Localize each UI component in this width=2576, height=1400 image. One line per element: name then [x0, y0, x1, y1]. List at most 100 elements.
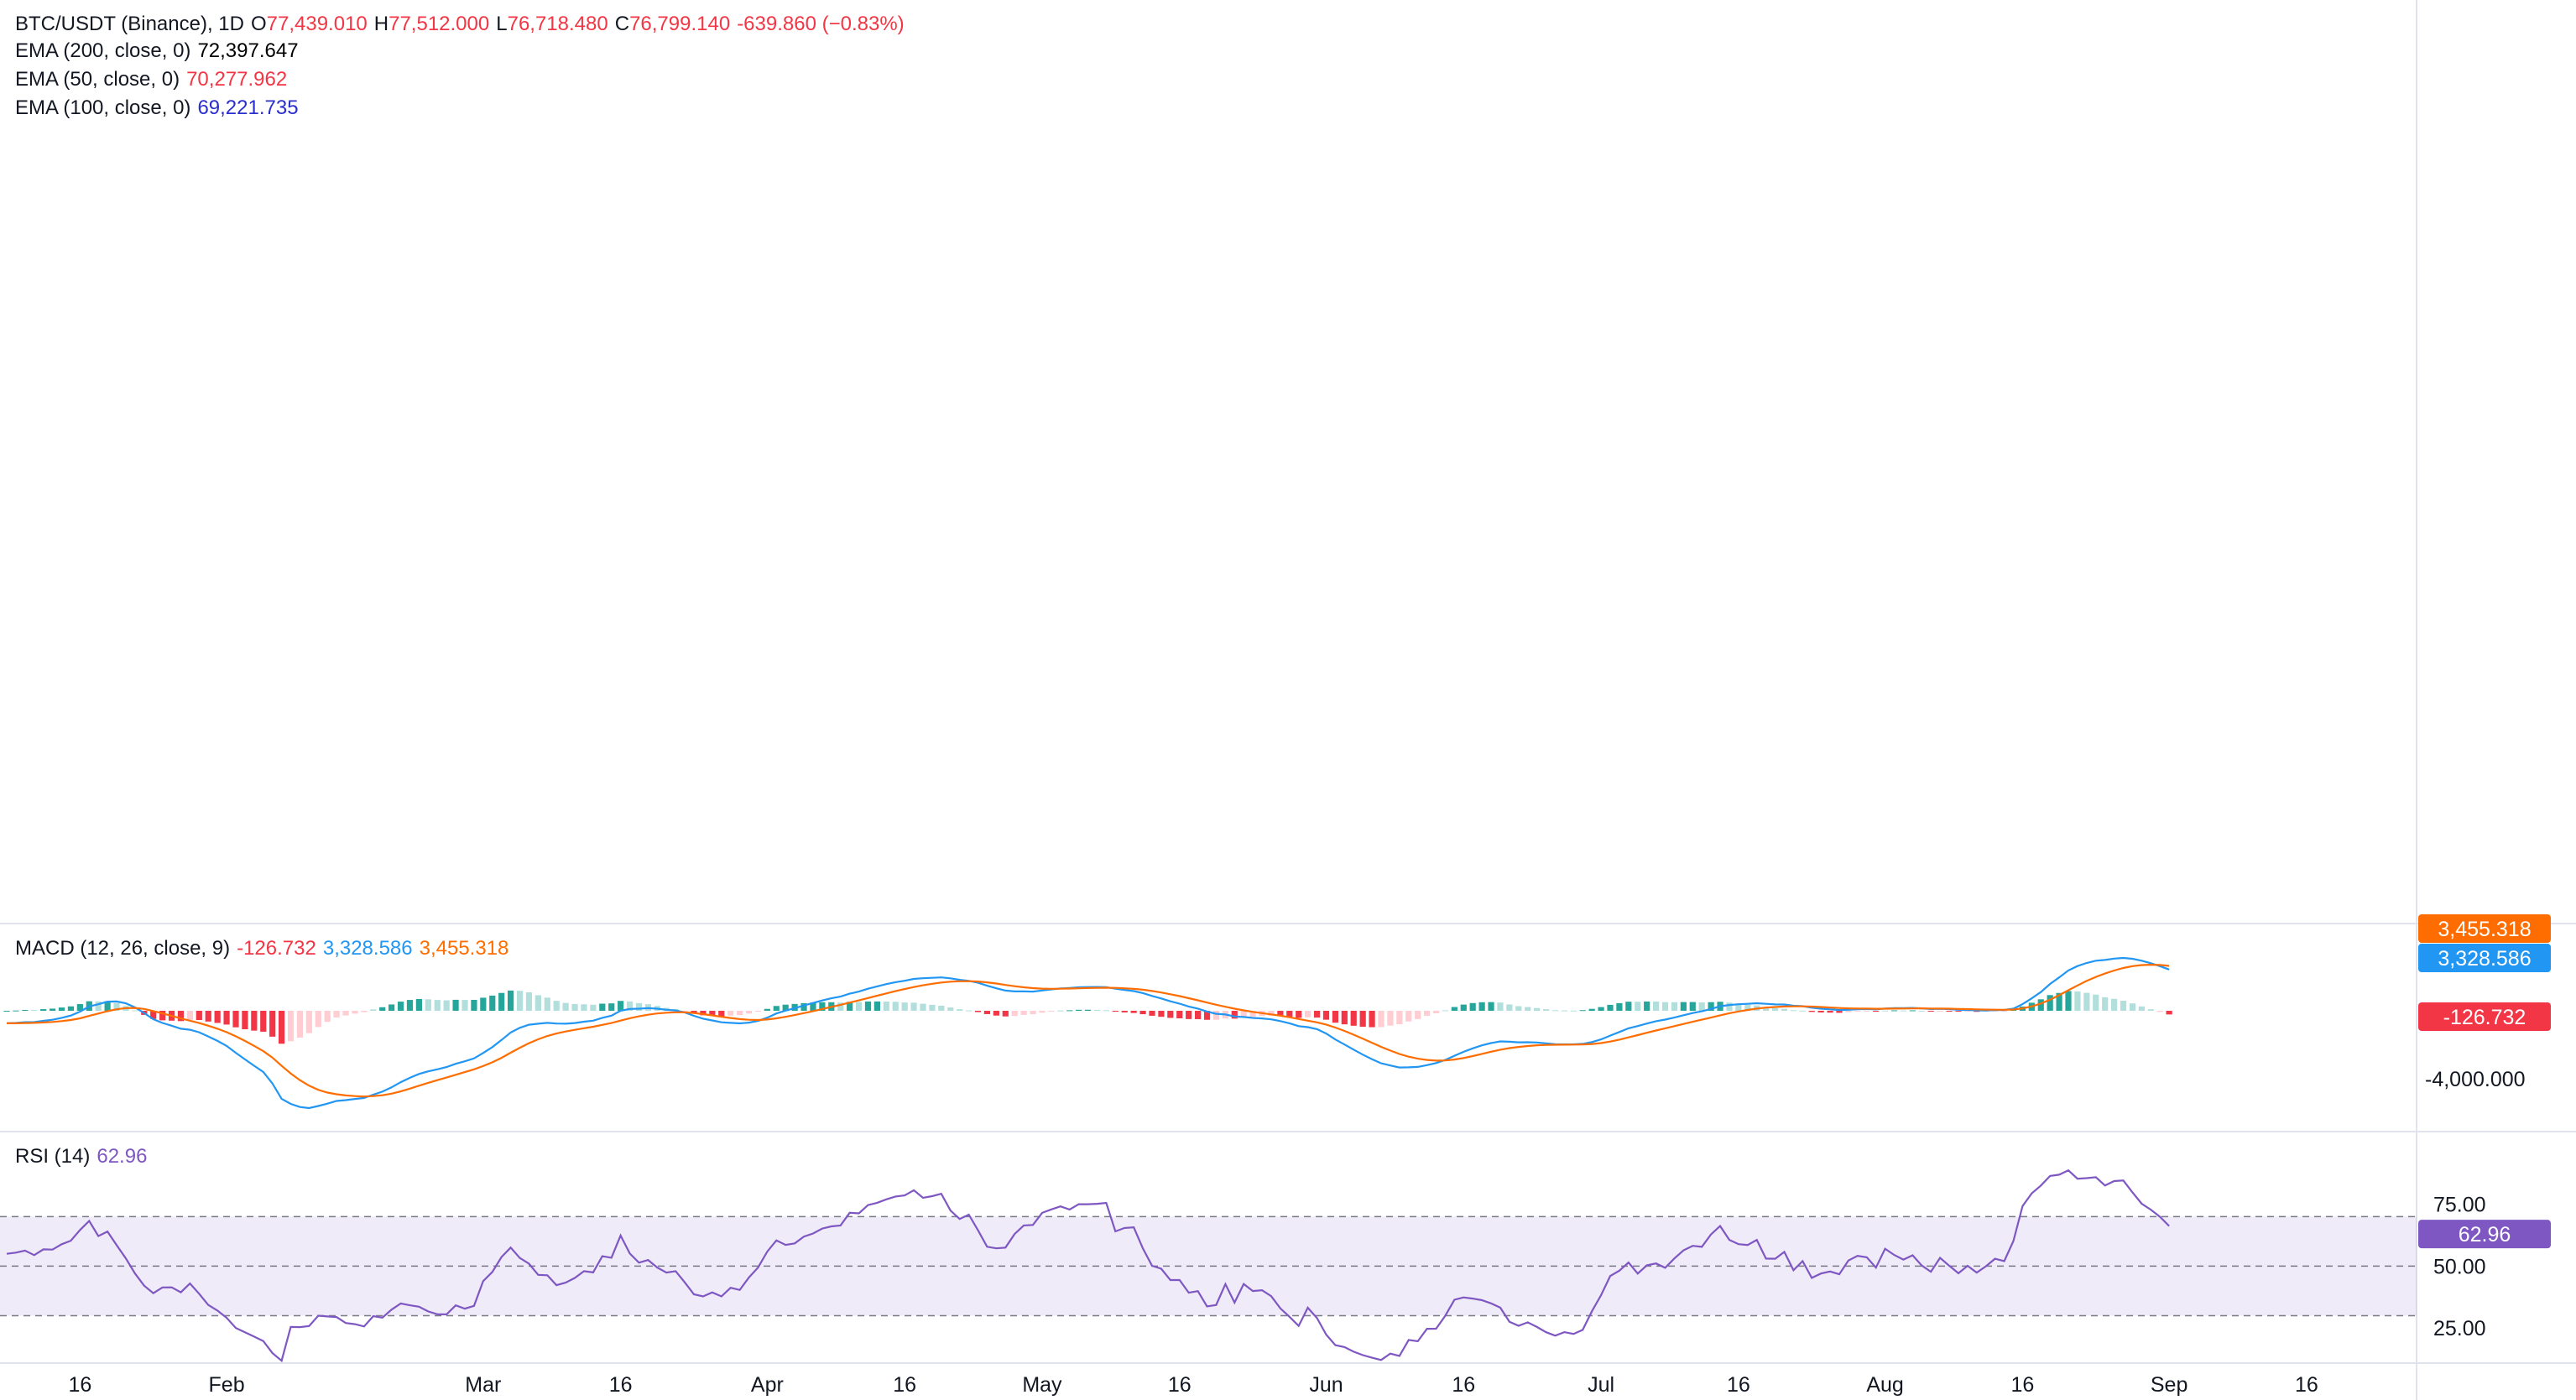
macd-histogram-bar [489, 995, 496, 1011]
macd-histogram-bar [1130, 1011, 1137, 1013]
ema200-legend: EMA (200, close, 0) 72,397.647 [15, 40, 305, 62]
time-axis-label: May [1022, 1373, 1062, 1397]
macd-histogram-bar [2056, 992, 2062, 1011]
macd-histogram-bar [1084, 1009, 1092, 1011]
change-value: -639.860 (−0.83%) [737, 13, 905, 35]
macd-histogram-bar [525, 991, 533, 1011]
macd-histogram-bar [2047, 995, 2053, 1011]
macd-histogram-bar [1864, 1011, 1870, 1012]
low-label: L [496, 13, 508, 35]
macd-histogram-bar [1763, 1007, 1770, 1011]
macd-histogram-bar [1112, 1011, 1119, 1012]
macd-histogram-bar [737, 1011, 743, 1016]
macd-histogram-bar [2147, 1009, 2154, 1011]
rsi-value-tag: 62.96 [2459, 1223, 2511, 1246]
macd-histogram-bar [993, 1011, 999, 1016]
rsi-axis-tick: 50.00 [2433, 1255, 2486, 1278]
time-axis-label: Mar [465, 1373, 501, 1397]
macd-histogram-bar [1249, 1011, 1256, 1017]
time-axis-label: 16 [1168, 1373, 1192, 1397]
macd-histogram-bar [1927, 1011, 1934, 1012]
macd-histogram-bar [1698, 1002, 1705, 1011]
macd-histogram-bar [1937, 1011, 1943, 1012]
macd-signal-line [7, 963, 2170, 1098]
time-axis-label: Jul [1588, 1373, 1614, 1397]
macd-histogram-bar [920, 1003, 926, 1011]
macd-histogram-bar [471, 999, 477, 1011]
macd-histogram-bar [1286, 1011, 1293, 1017]
macd-histogram-bar [1515, 1006, 1522, 1011]
macd-histogram-bar [727, 1011, 734, 1016]
macd-histogram-bar [1030, 1011, 1036, 1015]
macd-histogram-bar [1542, 1009, 1550, 1011]
macd-line-tag: 3,328.586 [2438, 947, 2531, 971]
macd-histogram-bar [352, 1011, 358, 1014]
time-axis-label: 16 [1452, 1373, 1475, 1397]
macd-histogram-bar [415, 998, 422, 1011]
macd-histogram-bar [700, 1011, 707, 1016]
macd-histogram-bar [590, 1004, 597, 1011]
time-axis-label: Jun [1309, 1373, 1343, 1397]
ema50-legend: EMA (50, close, 0) 70,277.962 [15, 69, 294, 91]
macd-histogram-bar [1689, 1002, 1696, 1011]
macd-histogram-bar [837, 1002, 844, 1011]
macd-histogram-bar [2000, 1011, 2008, 1012]
ema50-label: EMA (50, close, 0) [15, 68, 180, 91]
macd-histogram-bar [1918, 1010, 1925, 1012]
macd-histogram-bar [1900, 1010, 1907, 1012]
macd-label: MACD (12, 26, close, 9) [15, 937, 231, 960]
time-axis-label: 16 [68, 1373, 91, 1397]
macd-histogram-bar [251, 1011, 258, 1031]
macd-histogram-bar [13, 1010, 19, 1012]
macd-histogram-bar [1322, 1011, 1330, 1020]
macd-histogram-bar [31, 1010, 38, 1012]
macd-histogram-bar [1277, 1011, 1284, 1017]
macd-histogram-bar [3, 1011, 10, 1012]
ema100-label: EMA (100, close, 0) [15, 96, 191, 119]
macd-histogram-bar [1240, 1011, 1247, 1017]
macd-histogram-bar [1661, 1002, 1669, 1011]
macd-histogram-bar [855, 1002, 863, 1011]
macd-histogram-bar [1799, 1010, 1806, 1012]
close-value: 76,799.140 [629, 13, 731, 35]
macd-histogram-bar [1460, 1004, 1467, 1011]
macd-histogram-bar [1845, 1011, 1852, 1012]
macd-histogram-bar [2129, 1003, 2136, 1011]
time-axis-label: 16 [893, 1373, 916, 1397]
macd-histogram-bar [279, 1011, 285, 1044]
macd-histogram-bar [1890, 1010, 1898, 1012]
macd-histogram-bar [892, 1002, 899, 1011]
macd-histogram-bar [508, 990, 514, 1011]
rsi-legend: RSI (14) 62.96 [15, 1146, 154, 1168]
macd-histogram-bar [1268, 1011, 1275, 1016]
low-value: 76,718.480 [507, 13, 608, 35]
macd-histogram-bar [2083, 992, 2090, 1011]
macd-histogram-bar [242, 1011, 248, 1030]
ema100-value: 69,221.735 [197, 96, 299, 119]
macd-histogram-bar [773, 1006, 780, 1011]
macd-histogram-bar [1808, 1011, 1815, 1012]
macd-histogram-bar [1506, 1004, 1513, 1011]
macd-histogram-bar [571, 1003, 578, 1011]
macd-histogram-bar [260, 1011, 267, 1032]
time-axis-label: 16 [609, 1373, 633, 1397]
macd-histogram-bar [388, 1004, 395, 1011]
macd-histogram-bar [1020, 1011, 1027, 1015]
macd-histogram-bar [1653, 1001, 1660, 1011]
macd-histogram-bar [159, 1011, 166, 1021]
macd-histogram-bar [1424, 1011, 1431, 1017]
time-axis-label: Sep [2151, 1373, 2188, 1397]
macd-histogram-bar [618, 1001, 624, 1011]
macd-histogram-bar [2166, 1011, 2172, 1015]
high-label: H [373, 13, 389, 35]
rsi-value-tag-box [2418, 1220, 2551, 1249]
macd-histogram-bar [406, 1000, 414, 1011]
macd-histogram-bar [324, 1011, 331, 1023]
ema50-value: 70,277.962 [186, 68, 288, 91]
macd-histogram-bar [1186, 1011, 1192, 1019]
macd-histogram-bar [1598, 1007, 1604, 1011]
macd-line-tag-box [2418, 944, 2551, 972]
macd-hist-tag: -126.732 [2443, 1006, 2526, 1029]
macd-histogram-bar [58, 1007, 65, 1011]
